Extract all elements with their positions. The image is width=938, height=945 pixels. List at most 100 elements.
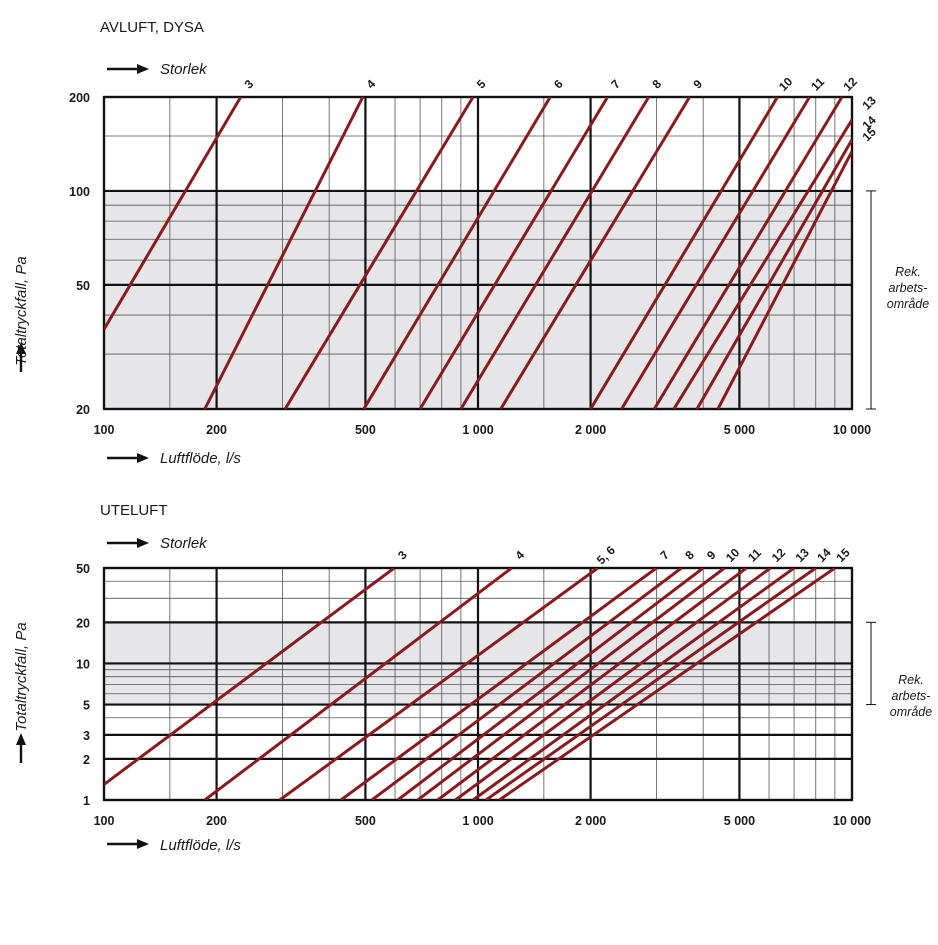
y-tick-label: 100 [69, 185, 90, 199]
range-note: område [890, 705, 932, 719]
size-label-8: 8 [682, 548, 697, 563]
y-tick-label: 50 [76, 279, 90, 293]
size-label-7: 7 [657, 548, 672, 563]
series-line-size-5 [283, 97, 475, 409]
y-tick-label: 1 [83, 794, 90, 808]
series-line-size-6 [362, 97, 552, 409]
series-line-size-7 [418, 97, 609, 409]
range-note: Rek. [898, 673, 924, 687]
x-arrow-icon [107, 839, 149, 849]
x-tick-label: 500 [355, 423, 376, 437]
series-line-size-15 [498, 568, 836, 800]
size-label-15: 15 [833, 545, 853, 565]
series-line-size-10 [589, 97, 779, 409]
chart-title: UTELUFT [100, 502, 168, 519]
y-tick-label: 200 [69, 91, 90, 105]
size-label-14: 14 [814, 545, 834, 565]
series-line-size-11 [436, 568, 748, 800]
series-lines [104, 568, 836, 800]
size-label-11: 11 [745, 546, 764, 565]
x-tick-label: 1 000 [462, 423, 493, 437]
size-label-13: 13 [859, 93, 879, 113]
x-axis-label: Luftflöde, l/s [160, 837, 241, 854]
x-tick-label: 5 000 [724, 814, 755, 828]
y-axis-label: Totaltryckfall, Pa [13, 622, 30, 732]
y-axis-label: Totaltryckfall, Pa [13, 256, 30, 366]
range-note: arbets- [889, 281, 928, 295]
size-axis-label: Storlek [160, 61, 208, 78]
x-tick-label: 10 000 [833, 814, 871, 828]
series-line-size-9 [396, 568, 705, 800]
size-label-9: 9 [704, 548, 719, 563]
y-tick-label: 10 [76, 657, 90, 671]
x-axis-label: Luftflöde, l/s [160, 450, 241, 467]
y-tick-label: 3 [83, 729, 90, 743]
series-line-size-4 [203, 97, 365, 409]
plot-frame [102, 95, 854, 411]
series-line-size-3 [104, 568, 396, 786]
series-line-size-3 [104, 97, 242, 331]
size-label-9: 9 [690, 77, 705, 92]
size-label-7: 7 [608, 77, 623, 92]
x-tick-label: 200 [206, 814, 227, 828]
series-line-size-5-6 [278, 568, 599, 800]
size-label-3: 3 [395, 548, 410, 563]
series-line-size-10 [416, 568, 726, 800]
size-axis-label: Storlek [160, 535, 208, 552]
x-tick-label: 2 000 [575, 814, 606, 828]
size-label-5-6: 5, 6 [594, 543, 618, 567]
y-tick-label: 2 [83, 753, 90, 767]
size-label-15: 15 [859, 125, 879, 145]
plot-frame [102, 566, 854, 802]
chart-title: AVLUFT, DYSA [100, 19, 204, 36]
x-tick-label: 500 [355, 814, 376, 828]
size-arrow-icon [107, 538, 149, 548]
series-line-size-14 [695, 138, 852, 409]
range-note: område [887, 297, 929, 311]
series-lines [104, 97, 852, 409]
size-label-8: 8 [650, 77, 665, 92]
range-note: Rek. [895, 265, 921, 279]
series-line-size-11 [620, 97, 811, 409]
x-arrow-icon [107, 453, 149, 463]
series-line-size-9 [499, 97, 691, 409]
x-tick-label: 1 000 [462, 814, 493, 828]
range-note: arbets- [892, 689, 931, 703]
series-line-size-4 [203, 568, 513, 800]
size-label-12: 12 [840, 74, 860, 94]
size-label-6: 6 [551, 77, 566, 92]
size-label-11: 11 [808, 75, 827, 94]
series-line-size-8 [459, 97, 650, 409]
y-tick-label: 50 [76, 562, 90, 576]
y-tick-label: 20 [76, 616, 90, 630]
size-label-12: 12 [769, 545, 789, 565]
x-tick-label: 5 000 [724, 423, 755, 437]
x-tick-label: 10 000 [833, 423, 871, 437]
y-tick-label: 20 [76, 403, 90, 417]
series-line-size-15 [716, 150, 852, 409]
x-tick-label: 100 [94, 423, 115, 437]
series-line-size-13 [672, 119, 852, 409]
y-tick-label: 5 [83, 699, 90, 713]
series-line-size-14 [485, 568, 817, 800]
series-line-size-13 [472, 568, 795, 800]
size-label-5: 5 [474, 77, 489, 92]
x-tick-label: 200 [206, 423, 227, 437]
y-arrow-icon [16, 733, 26, 763]
size-label-13: 13 [793, 545, 813, 565]
size-arrow-icon [107, 64, 149, 74]
size-label-4: 4 [512, 548, 527, 563]
y-arrow-icon [16, 342, 26, 372]
series-line-size-7 [340, 568, 658, 800]
x-tick-label: 100 [94, 814, 115, 828]
x-tick-label: 2 000 [575, 423, 606, 437]
series-line-size-12 [652, 97, 844, 409]
series-line-size-8 [370, 568, 683, 800]
size-label-3: 3 [242, 77, 257, 92]
size-label-10: 10 [723, 545, 743, 565]
size-label-4: 4 [364, 77, 379, 92]
size-label-10: 10 [776, 74, 796, 94]
